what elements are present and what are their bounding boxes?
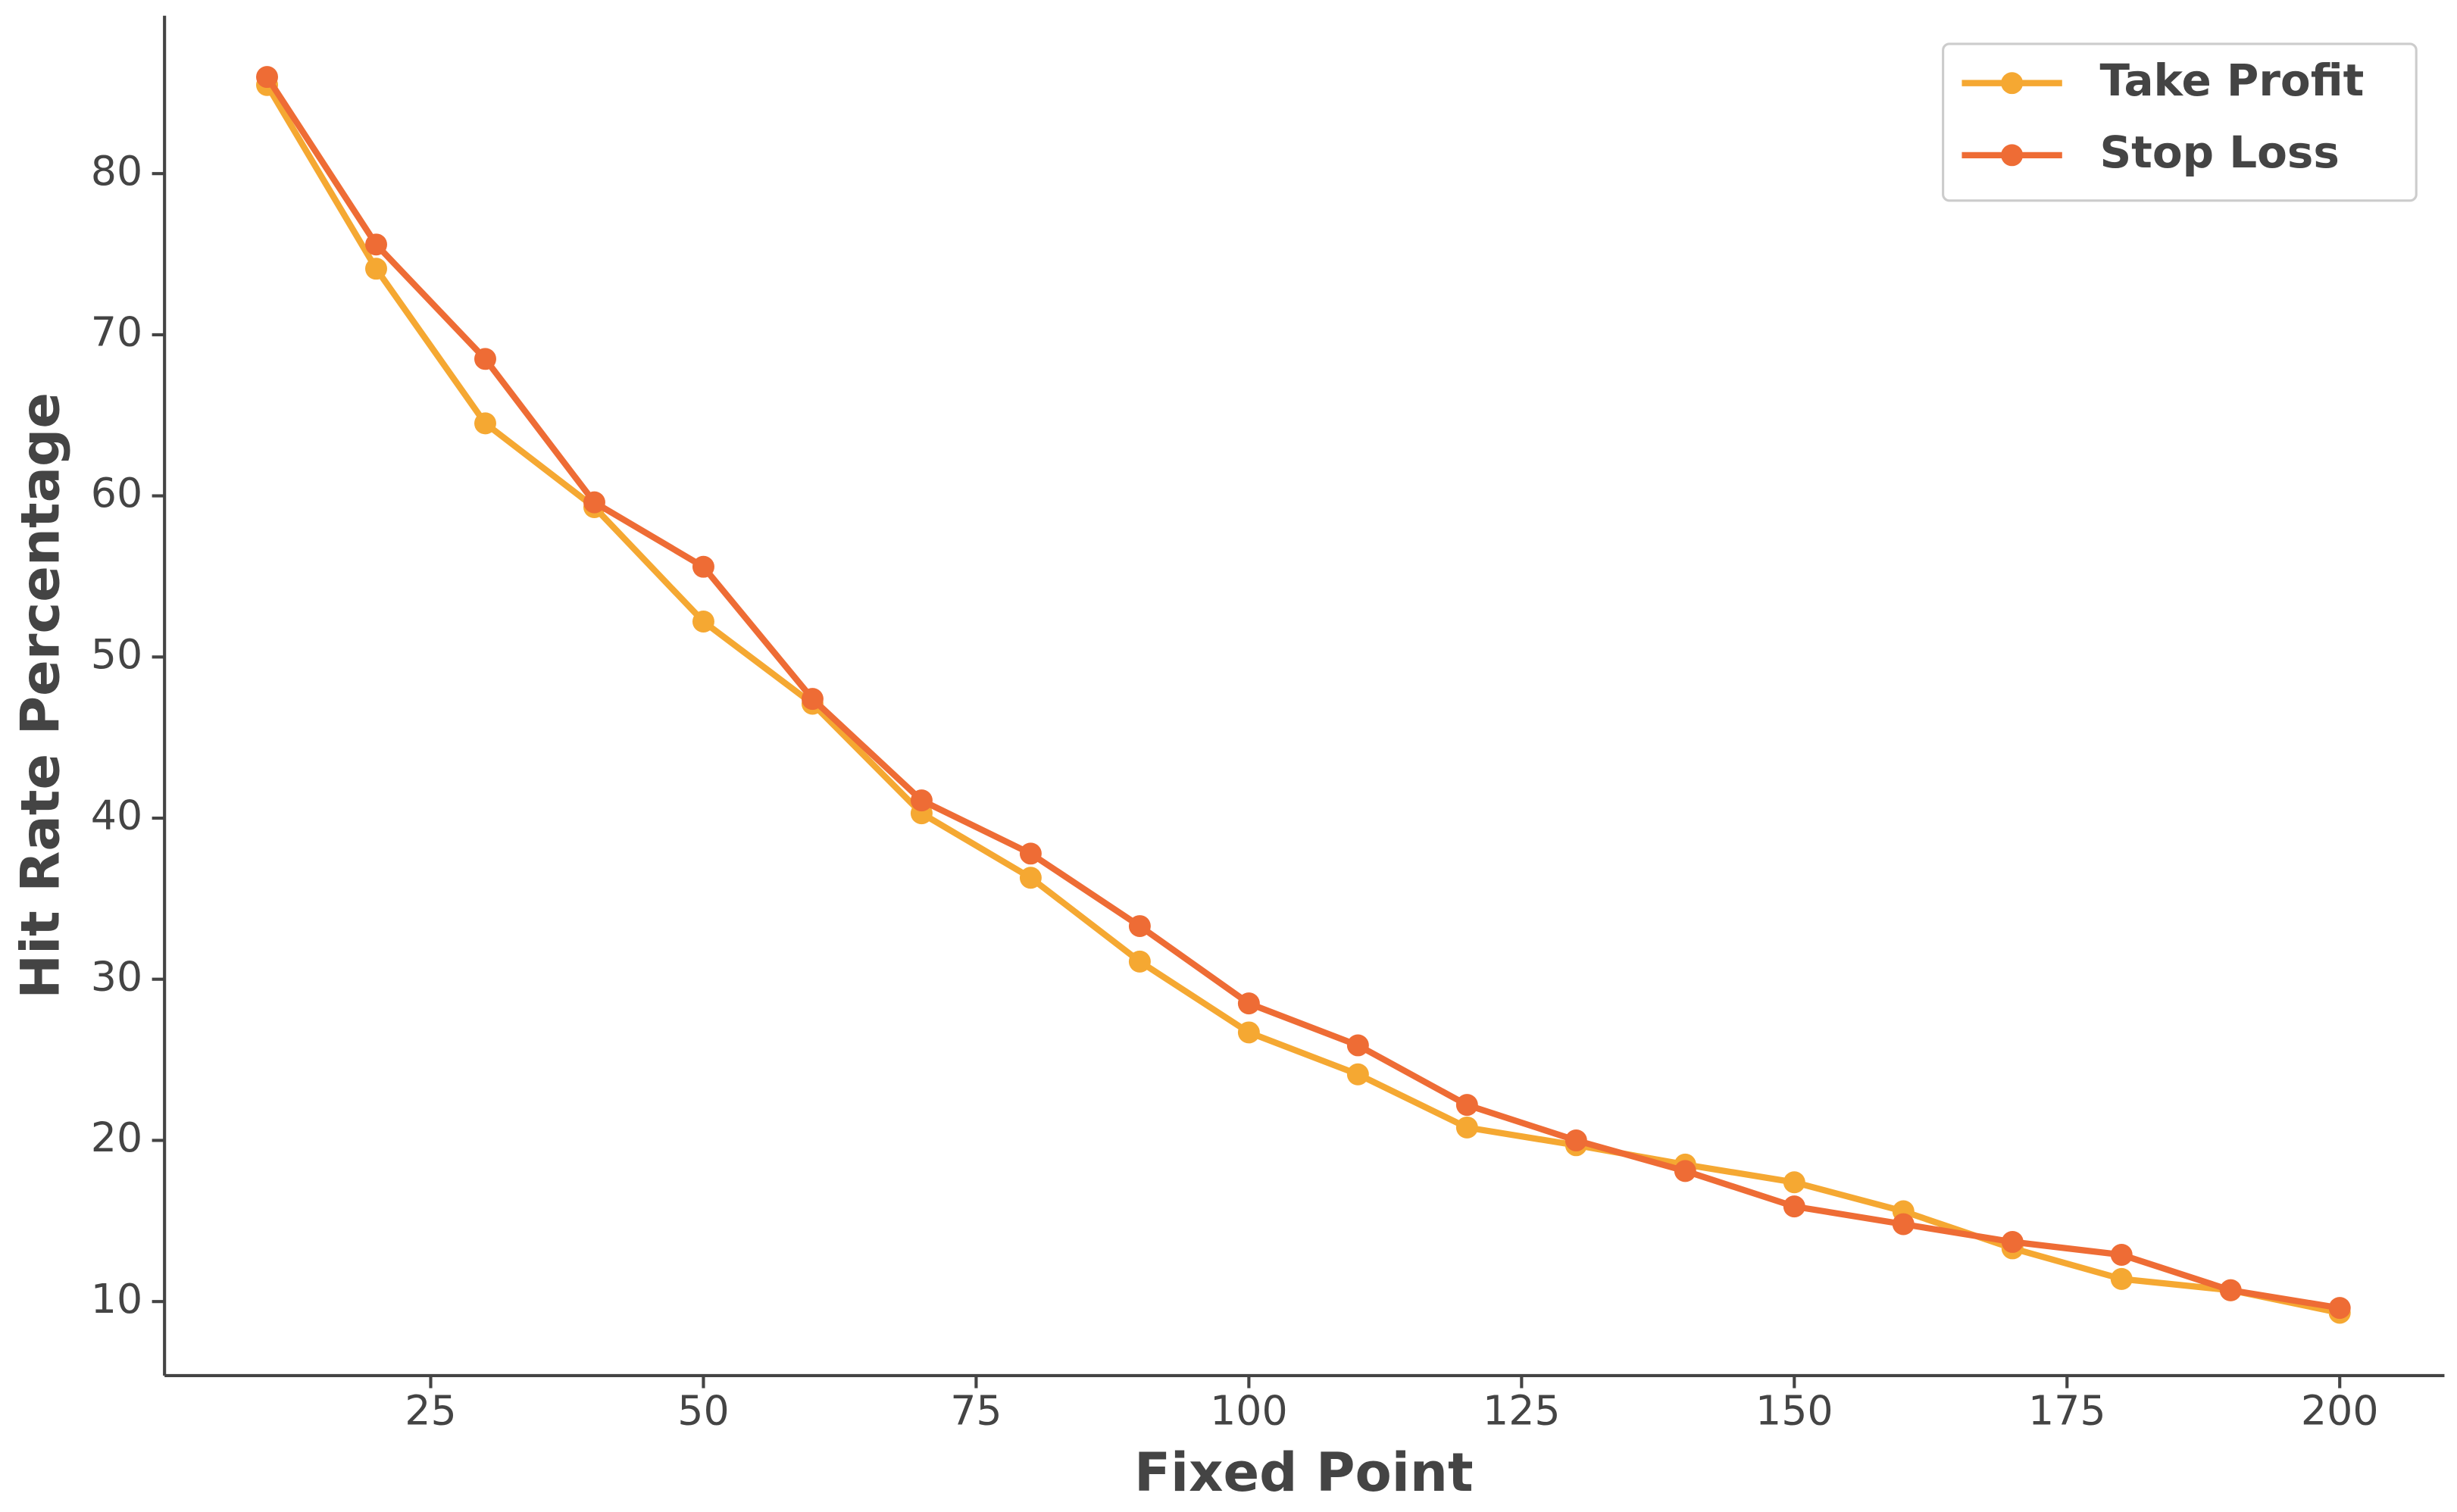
x-tick-label: 175 [2028, 1386, 2106, 1434]
y-tick-label: 80 [91, 147, 142, 195]
data-point [365, 258, 387, 280]
y-tick-label: 40 [91, 792, 142, 839]
y-tick-label: 30 [91, 952, 142, 1000]
y-tick-label: 60 [91, 469, 142, 517]
x-axis-title: Fixed Point [1134, 1442, 1474, 1504]
data-point [1783, 1171, 1805, 1194]
legend-label: Stop Loss [2099, 127, 2339, 178]
data-point [1455, 1094, 1478, 1117]
data-point [801, 688, 824, 711]
data-point [2110, 1267, 2133, 1290]
data-point [474, 412, 496, 435]
legend-marker [2001, 72, 2024, 95]
data-point [1565, 1129, 1587, 1151]
data-point [1128, 915, 1151, 938]
data-point [1455, 1116, 1478, 1139]
y-axis-title: Hit Rate Percentage [9, 392, 71, 999]
data-point [2219, 1279, 2242, 1301]
data-point [583, 491, 605, 514]
data-point [692, 555, 714, 578]
data-point [2328, 1297, 2351, 1320]
data-point [1783, 1195, 1805, 1218]
data-point [1346, 1034, 1369, 1057]
data-point [1674, 1160, 1696, 1182]
x-tick-label: 75 [950, 1386, 1002, 1434]
x-tick-label: 150 [1755, 1386, 1833, 1434]
data-point [692, 611, 714, 633]
legend-label: Take Profit [2099, 55, 2364, 106]
legend-marker [2001, 144, 2024, 167]
data-point [1019, 867, 1042, 889]
y-tick-label: 70 [91, 308, 142, 356]
data-point [365, 233, 387, 256]
data-point [1237, 1021, 1260, 1044]
x-tick-label: 25 [405, 1386, 456, 1434]
data-point [474, 348, 496, 370]
y-tick-label: 10 [91, 1275, 142, 1323]
x-tick-label: 125 [1483, 1386, 1561, 1434]
x-tick-label: 200 [2301, 1386, 2379, 1434]
data-point [1346, 1063, 1369, 1086]
data-point [1019, 842, 1042, 865]
data-point [910, 789, 933, 812]
series-line [264, 83, 2341, 1317]
x-tick-label: 100 [1210, 1386, 1288, 1434]
data-point [2110, 1243, 2133, 1266]
x-tick-label: 50 [677, 1386, 729, 1434]
data-point [256, 66, 278, 89]
data-point [1892, 1213, 1915, 1236]
data-point [1237, 992, 1260, 1015]
y-tick-label: 20 [91, 1114, 142, 1161]
series-line [264, 75, 2340, 1311]
y-tick-label: 50 [91, 630, 142, 678]
data-point [2001, 1230, 2024, 1253]
data-point [1128, 950, 1151, 973]
